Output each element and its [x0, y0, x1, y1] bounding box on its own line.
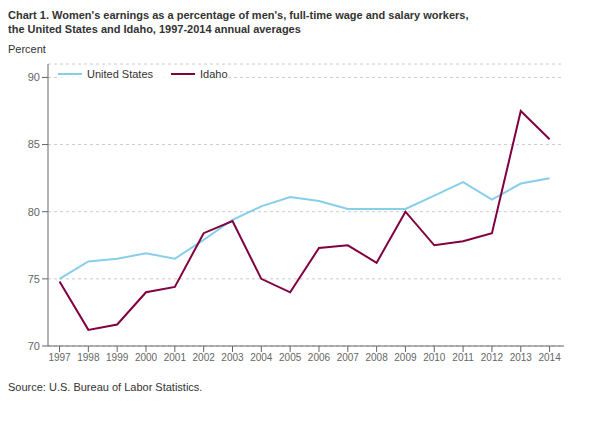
html-text:the United States and Idaho, 1: the United States and Idaho, 1997-2014 a…	[8, 23, 301, 35]
svg-text:2007: 2007	[337, 352, 360, 363]
svg-text:2010: 2010	[423, 352, 446, 363]
svg-text:2012: 2012	[481, 352, 504, 363]
svg-text:1998: 1998	[77, 352, 100, 363]
svg-text:2011: 2011	[452, 352, 474, 363]
svg-text:90: 90	[28, 71, 40, 83]
html-text:Chart 1. Women's earnings as a: Chart 1. Women's earnings as a percentag…	[8, 9, 469, 21]
html-text:Idaho: Idaho	[200, 68, 228, 80]
svg-text:2006: 2006	[308, 352, 331, 363]
svg-text:2000: 2000	[135, 352, 158, 363]
svg-text:2013: 2013	[510, 352, 533, 363]
svg-text:80: 80	[28, 206, 40, 218]
svg-text:2005: 2005	[279, 352, 302, 363]
svg-text:85: 85	[28, 138, 40, 150]
svg-text:1999: 1999	[106, 352, 129, 363]
svg-text:2008: 2008	[366, 352, 389, 363]
svg-text:2002: 2002	[193, 352, 216, 363]
svg-text:70: 70	[28, 340, 40, 352]
html-text:Source: U.S. Bureau of Labor S: Source: U.S. Bureau of Labor Statistics.	[8, 381, 203, 393]
html-text:United States: United States	[87, 68, 153, 80]
svg-text:2001: 2001	[164, 352, 187, 363]
html-text:Percent: Percent	[8, 43, 46, 55]
svg-text:2014: 2014	[538, 352, 561, 363]
svg-text:2009: 2009	[394, 352, 417, 363]
svg-text:2004: 2004	[250, 352, 273, 363]
svg-text:1997: 1997	[48, 352, 71, 363]
svg-text:2003: 2003	[221, 352, 244, 363]
svg-text:75: 75	[28, 273, 40, 285]
